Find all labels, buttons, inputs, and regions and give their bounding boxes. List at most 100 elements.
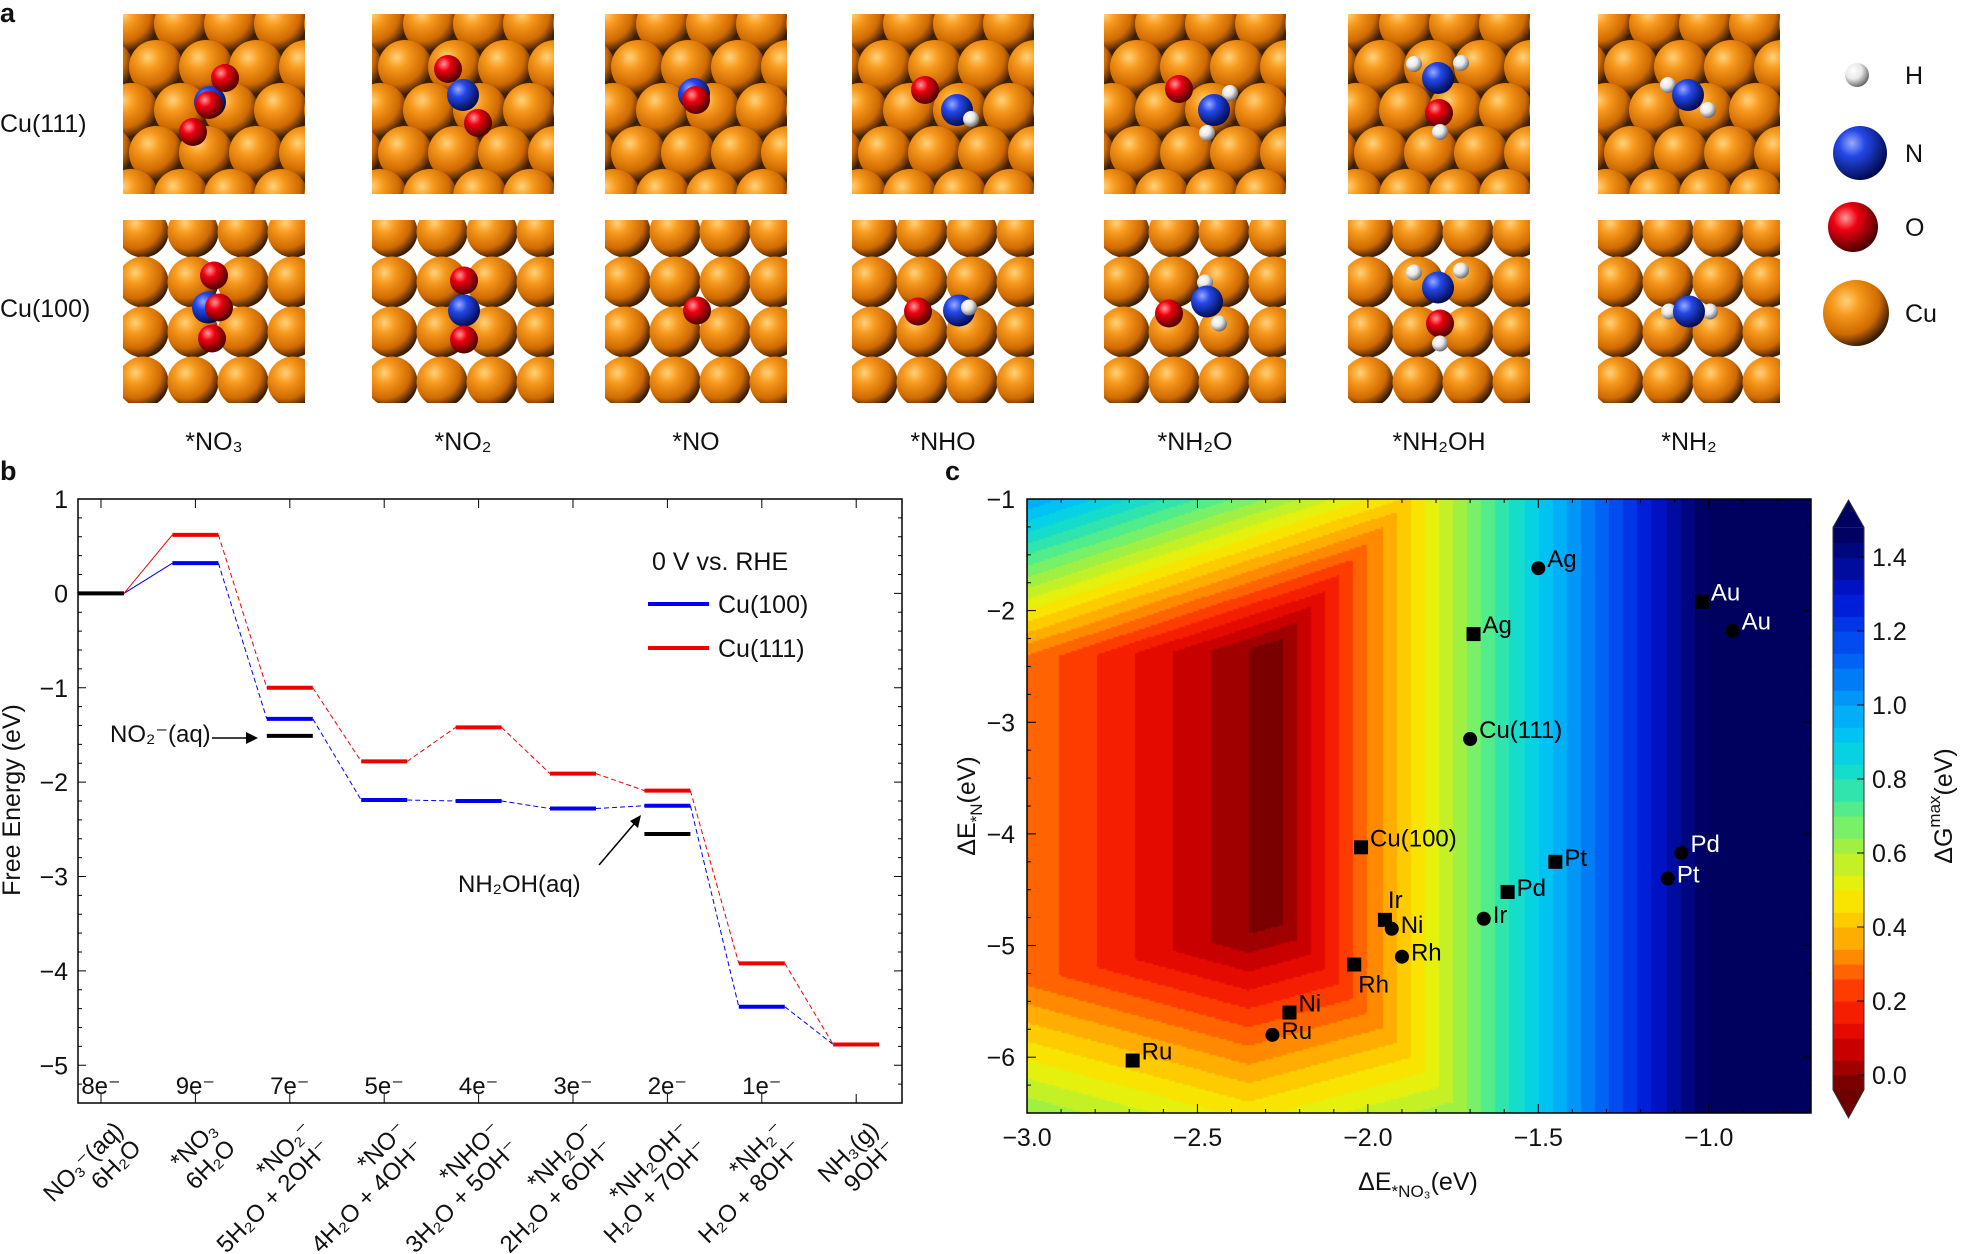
cu-atom [1299,157,1350,208]
cu-atom [1279,0,1333,51]
square-marker [1548,854,1563,869]
data-point-square: Pd [1500,875,1546,902]
cu-atom [367,407,418,458]
cu-atom [1543,257,1594,308]
data-point-square: Au [1694,580,1740,609]
hydrogen-atom [1211,315,1227,332]
cu-atom [783,83,837,137]
cu-atom [466,356,518,403]
data-point-square: Pt [1548,845,1587,872]
cu-atom [1729,83,1780,137]
colorbar-band [1833,956,1864,965]
cu-atom [267,220,305,258]
cu-atom [852,256,898,308]
colorbar-band [1833,882,1864,891]
cu-atom [1404,0,1458,8]
cu-atom [786,16,787,32]
colorbar-band [1833,705,1864,713]
hydrogen-atom [1222,85,1238,101]
cu-atom [478,40,532,94]
cu-atom [1210,0,1264,8]
cu-atom [1529,83,1583,137]
colorbar-band [1833,838,1864,847]
nitrogen-atom [447,79,479,111]
oxygen-atom [200,261,228,290]
cu-atom [783,169,837,223]
cu-atom [118,407,169,458]
cu-atom [1492,306,1530,358]
colorbar-band [1833,801,1864,810]
colorbar-band [1833,1067,1864,1076]
colorbar-band [1833,845,1864,854]
surface-tile-cu111 [54,0,305,194]
cu-atom [1285,188,1286,194]
cu-atom [1035,83,1089,137]
cu-atom [478,126,532,180]
square-marker [1466,627,1481,642]
connector-cu111 [312,687,362,762]
cu-atom [1293,157,1344,208]
cu-atom [123,256,169,308]
point-label: Rh [1411,940,1442,967]
cu-atom [1299,407,1350,458]
x-category-label: *NO₃6H₂O [163,1117,241,1195]
cu-atom [254,14,305,51]
cu-atom [858,40,912,94]
cu-atom [636,169,690,194]
cu-atom [54,0,108,51]
surface-structures [54,0,1780,458]
cu-atom [749,220,787,258]
data-point-square: Ag [1466,612,1512,642]
colorbar-tick-label: 0.0 [1872,1062,1907,1090]
cu-atom [503,169,554,194]
cu-atom [1454,40,1508,94]
cu-atom [800,207,851,258]
cu-atom [304,188,305,194]
x-tick-label: −2.5 [1173,1124,1222,1152]
point-label: Pd [1690,831,1719,858]
cu-atom [1104,220,1150,258]
circle-marker [1531,561,1546,576]
circle-marker [1660,871,1675,886]
cu-atom [1704,126,1758,180]
cu-atom [1429,169,1483,194]
species-label: *NHO [910,428,975,456]
cu-atom [254,169,305,194]
hydrogen-atom [1432,124,1448,140]
cu-atom [1543,307,1594,358]
cu-atom [883,14,937,51]
oxygen-atom [904,297,932,326]
cu-atom [1479,83,1530,137]
y-tick-label: −2 [986,598,1015,626]
cu-atom [1299,257,1350,308]
circle-marker [1725,623,1740,638]
cu-atom [1779,16,1780,32]
nitrogen-atom [448,294,480,327]
hydrogen-atom [1406,264,1422,281]
connector-cu100 [312,718,362,801]
cu-atom [1504,40,1530,94]
connector-cu100 [501,800,551,810]
data-point-square: Ru [1125,1039,1172,1068]
cu-atom [852,83,887,137]
cu-atom [661,0,715,8]
cu-atom [466,256,518,308]
data-point-square: Cu(100) [1354,825,1457,855]
cu-atom [996,256,1034,308]
colorbar-band [1833,1008,1864,1017]
oxygen-atom [1425,99,1453,127]
cu-atom [1729,169,1780,194]
colorbar-tick-label: 0.8 [1872,766,1907,794]
cu-atom [129,40,183,94]
cu-atom [1293,357,1344,408]
cu-atom [318,157,369,208]
legend-label: Cu(100) [718,591,808,619]
connector-cu100 [123,562,173,594]
cu-atom [1404,126,1458,180]
colorbar-band [1833,697,1864,706]
y-tick-label: −6 [986,1044,1015,1072]
connector-cu111 [689,790,740,964]
cu-atom [958,0,1012,8]
colorbar-band [1833,1045,1864,1054]
cu-atom [686,14,740,51]
